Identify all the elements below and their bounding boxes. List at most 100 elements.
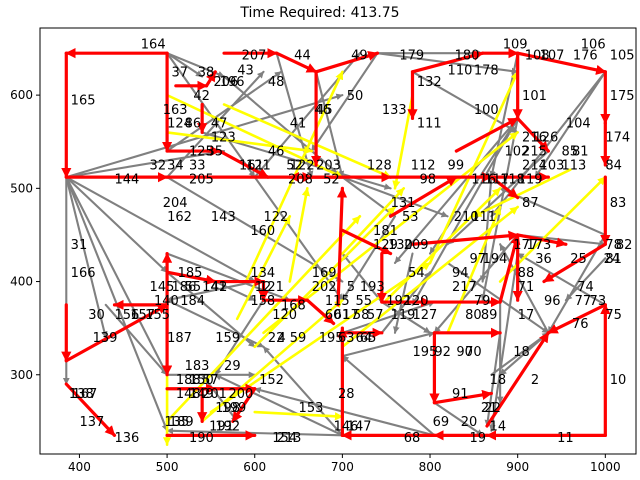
edge-label: 111 bbox=[417, 117, 442, 132]
edge-label: 187 bbox=[167, 331, 192, 346]
edge-label: 70 bbox=[465, 345, 482, 360]
other-edge-arrow bbox=[65, 176, 169, 376]
edge-label: 22 bbox=[268, 331, 285, 346]
edge-label: 94 bbox=[452, 266, 469, 281]
edge-label: 136 bbox=[115, 431, 140, 446]
edge-label: 55 bbox=[185, 280, 202, 295]
edge-label: 75 bbox=[605, 308, 622, 323]
edge-label: 74 bbox=[577, 280, 594, 295]
edge-label: 148 bbox=[176, 387, 201, 402]
edge-label: 163 bbox=[163, 103, 188, 118]
edge-label: 188 bbox=[176, 373, 201, 388]
other-edge-arrow bbox=[564, 257, 607, 302]
edge-label: 32 bbox=[150, 159, 167, 174]
edge-label: 191 bbox=[209, 420, 234, 435]
highlight-edge-arrow bbox=[235, 214, 292, 321]
edge-label: 195 bbox=[413, 345, 438, 360]
edge-label: 34 bbox=[167, 159, 184, 174]
edge-label: 176 bbox=[573, 49, 598, 64]
edge-label: 126 bbox=[533, 131, 558, 146]
edge-label: 108 bbox=[525, 49, 550, 64]
edge-label: 122 bbox=[264, 210, 289, 225]
highlight-edge-arrow bbox=[253, 410, 344, 421]
edge-label: 122 bbox=[290, 159, 315, 174]
edge-label: 57 bbox=[202, 373, 219, 388]
plot-frame bbox=[39, 27, 637, 455]
edge-label: 159 bbox=[215, 331, 240, 346]
edge-label: 18 bbox=[490, 373, 507, 388]
edge-label: 196 bbox=[220, 75, 245, 90]
edge-label: 25 bbox=[570, 252, 587, 267]
edge-label: 146 bbox=[334, 420, 359, 435]
route-edge-arrow bbox=[64, 303, 169, 363]
other-edge-arrow bbox=[392, 252, 414, 334]
other-edge-arrow bbox=[166, 52, 204, 78]
edge-label: 43 bbox=[237, 64, 254, 79]
edge-label: 48 bbox=[268, 75, 285, 90]
other-edge-arrow bbox=[341, 331, 436, 358]
edge-label: 47 bbox=[211, 117, 228, 132]
edge-label: 76 bbox=[572, 317, 589, 332]
other-edge-arrow bbox=[214, 373, 344, 437]
edge-label: 111 bbox=[471, 210, 496, 225]
route-edge-arrow bbox=[432, 389, 493, 405]
edge-label: 147 bbox=[347, 420, 372, 435]
edge-label: 5 bbox=[347, 280, 355, 295]
other-edge-arrow bbox=[411, 70, 519, 134]
y-tick-label: 400 bbox=[10, 275, 33, 289]
route-edge-arrow bbox=[336, 186, 348, 307]
edge-label: 2 bbox=[531, 373, 539, 388]
route-edge-arrow bbox=[485, 331, 550, 428]
route-edge-arrow bbox=[546, 303, 607, 335]
edge-label: 60 bbox=[325, 308, 342, 323]
edge-label: 10 bbox=[610, 373, 627, 388]
edge-label: 103 bbox=[540, 159, 565, 174]
edge-label: 116 bbox=[471, 173, 496, 188]
edge-label: 178 bbox=[474, 64, 499, 79]
edge-label: 69 bbox=[433, 415, 450, 430]
edge-label: 123 bbox=[211, 131, 236, 146]
other-edge-arrow bbox=[446, 149, 550, 246]
edge-label: 150 bbox=[189, 373, 214, 388]
other-edge-arrow bbox=[488, 252, 519, 432]
route-edge-arrow bbox=[516, 116, 550, 153]
edge-label: 167 bbox=[72, 387, 97, 402]
other-edge-arrow bbox=[65, 176, 108, 339]
route-edge-arrow bbox=[231, 387, 257, 423]
edge-label: 28 bbox=[338, 387, 355, 402]
other-edge-arrow bbox=[166, 70, 265, 179]
route-edge-arrow bbox=[542, 242, 607, 284]
edge-label: 99 bbox=[448, 159, 465, 174]
edge-label: 49 bbox=[351, 49, 368, 64]
other-edge-arrow bbox=[490, 331, 550, 376]
edge-label: 85 bbox=[562, 145, 579, 160]
edge-label: 174 bbox=[605, 131, 630, 146]
edge-label: 119 bbox=[518, 173, 543, 188]
edge-label: 186 bbox=[171, 280, 196, 295]
edge-label: 17 bbox=[518, 308, 535, 323]
edge-label: 193 bbox=[360, 280, 385, 295]
edge-label: 161 bbox=[239, 159, 264, 174]
other-edge-arrow bbox=[499, 243, 550, 334]
highlight-edge-arrow bbox=[472, 168, 572, 218]
other-edge-arrow bbox=[166, 271, 256, 348]
edge-label: 128 bbox=[367, 159, 392, 174]
other-edge-arrow bbox=[341, 355, 436, 437]
other-edge-arrow bbox=[341, 252, 383, 304]
highlight-edge-arrow bbox=[446, 205, 502, 335]
edge-label: 153 bbox=[299, 401, 324, 416]
chart-title: Time Required: 413.75 bbox=[239, 5, 399, 21]
edge-label: 91 bbox=[452, 387, 469, 402]
edge-label: 86 bbox=[185, 117, 202, 132]
edge-label: 120 bbox=[272, 308, 297, 323]
edge-label: 38 bbox=[198, 65, 215, 80]
edge-label: 165 bbox=[71, 93, 96, 108]
edge-label: 210 bbox=[454, 210, 479, 225]
edge-label: 118 bbox=[500, 173, 525, 188]
edge-label: 92 bbox=[434, 345, 451, 360]
edge-label: 117 bbox=[484, 173, 509, 188]
edge-label: 194 bbox=[483, 252, 508, 267]
highlight-edge-arrow bbox=[222, 103, 392, 179]
